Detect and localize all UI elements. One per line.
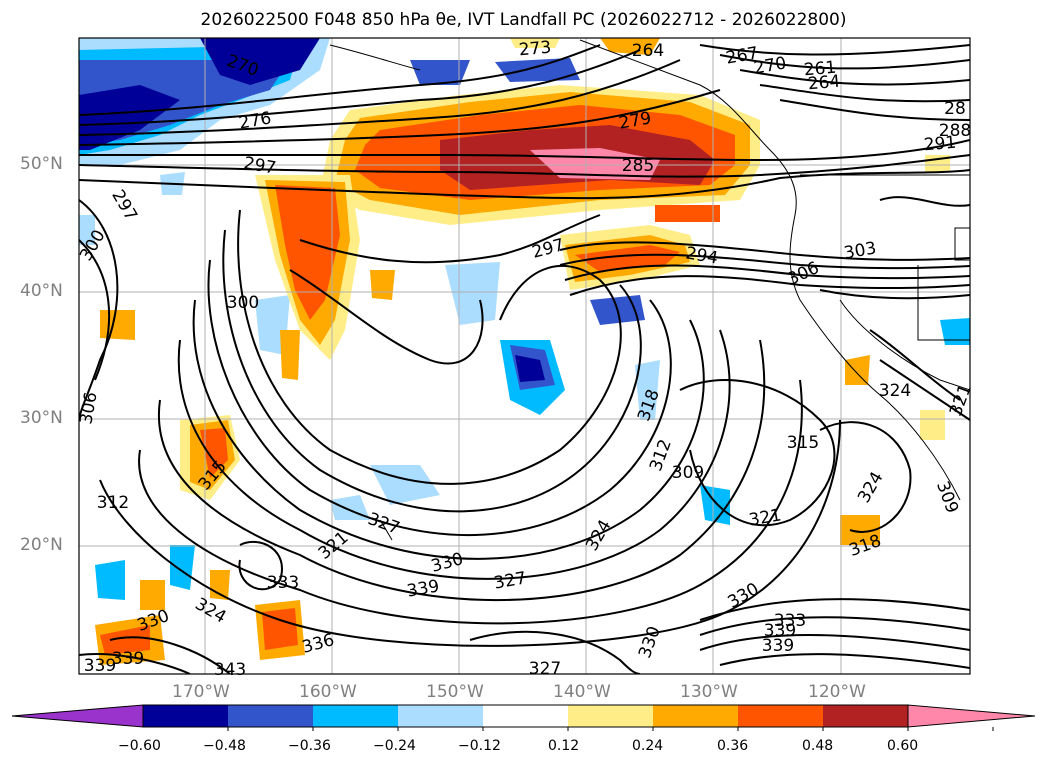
colorbar-tick-label: 0.60 <box>887 738 919 754</box>
colorbar-tick-label: 0.12 <box>548 738 580 754</box>
colorbar-extend-max <box>907 704 1036 728</box>
lon-label-140w: 140°W <box>553 682 611 702</box>
colorbar-tick-label: −0.60 <box>118 738 161 754</box>
contour-label: 333 <box>267 573 299 593</box>
contour-label: 327 <box>529 659 561 679</box>
colorbar-segment <box>568 705 653 727</box>
contour-label: 285 <box>622 156 654 176</box>
colorbar-segment <box>738 705 823 727</box>
colorbar-outline <box>142 704 909 728</box>
lon-label-130w: 130°W <box>680 682 738 702</box>
colorbar-tick-label: −0.12 <box>458 738 501 754</box>
contour-label: 264 <box>807 72 841 95</box>
theta-e-contours <box>79 44 970 674</box>
colorbar-segment <box>313 705 398 727</box>
colorbar-tick-label: 0.48 <box>802 738 834 754</box>
contour-label: 315 <box>787 433 819 453</box>
graticule <box>79 38 970 674</box>
colorbar-tick-label: −0.24 <box>373 738 416 754</box>
contour-label: 28 <box>944 99 966 119</box>
contour-label: 339 <box>764 621 796 641</box>
contour-label: 288 <box>939 121 971 141</box>
contour-label: 339 <box>762 636 794 656</box>
lat-label-30: 30°N <box>20 408 63 428</box>
contour-label: 324 <box>879 381 911 401</box>
contour-label: 273 <box>518 38 552 61</box>
contour-label: 264 <box>632 41 664 61</box>
colorbar <box>11 704 1036 731</box>
colorbar-segment <box>483 705 568 727</box>
lat-label-20: 20°N <box>20 535 63 555</box>
contour-label: 333 <box>774 611 806 631</box>
contour-label: 339 <box>112 649 144 669</box>
map-title: 2026022500 F048 850 hPa θe, IVT Landfall… <box>200 10 847 30</box>
lon-label-150w: 150°W <box>426 682 484 702</box>
colorbar-segment <box>823 705 908 727</box>
contour-label: 300 <box>227 293 259 313</box>
contour-label: 261 <box>803 58 837 81</box>
colorbar-extend-min <box>11 704 144 728</box>
colorbar-tick-label: 0.36 <box>717 738 749 754</box>
lon-label-170w: 170°W <box>172 682 230 702</box>
contour-label: 343 <box>214 660 246 680</box>
colorbar-segment <box>653 705 738 727</box>
colorbar-tick-label: 0.24 <box>632 738 664 754</box>
lon-label-120w: 120°W <box>808 682 866 702</box>
lon-label-160w: 160°W <box>299 682 357 702</box>
colorbar-segment <box>228 705 313 727</box>
map-border <box>78 37 971 675</box>
contour-label: 312 <box>97 493 129 513</box>
colorbar-tick-label: −0.36 <box>288 738 331 754</box>
lat-label-50: 50°N <box>20 154 63 174</box>
contour-label: 309 <box>672 463 704 483</box>
contour-label: 339 <box>84 656 116 676</box>
contour-label: 291 <box>923 133 957 156</box>
coastlines <box>329 39 970 541</box>
colorbar-segment <box>143 705 228 727</box>
colorbar-tick-label: −0.48 <box>203 738 246 754</box>
colorbar-segment <box>398 705 483 727</box>
lat-label-40: 40°N <box>20 281 63 301</box>
